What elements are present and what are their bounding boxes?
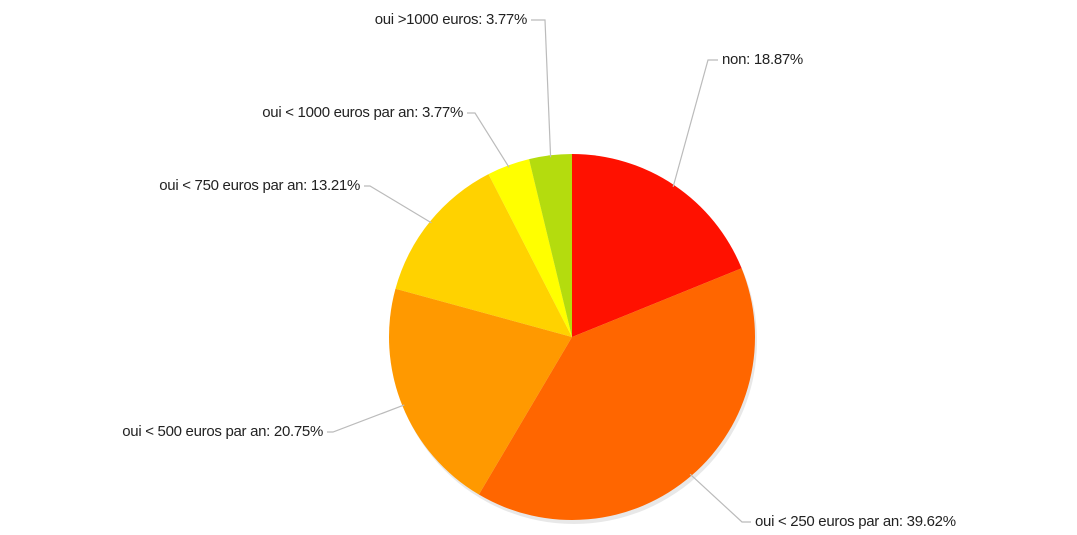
leader-line [327, 404, 405, 433]
pie-slice [395, 174, 572, 337]
pie-slice [478, 268, 755, 520]
leader-line [689, 473, 751, 523]
pie-slice [488, 159, 572, 337]
slice-label: oui < 500 euros par an: 20.75% [122, 423, 323, 440]
pie-slice [529, 154, 572, 337]
pie-slice [389, 288, 572, 495]
slice-label: oui < 250 euros par an: 39.62% [755, 513, 956, 530]
slice-label: oui < 750 euros par an: 13.21% [159, 177, 360, 194]
leader-line [364, 185, 432, 224]
slice-label: non: 18.87% [722, 51, 803, 68]
pie-slice [572, 154, 742, 337]
slice-label: oui < 1000 euros par an: 3.77% [262, 104, 463, 121]
leader-line [672, 59, 718, 188]
slice-label: oui >1000 euros: 3.77% [375, 11, 527, 28]
leader-line [467, 112, 510, 168]
leader-line [531, 19, 552, 158]
